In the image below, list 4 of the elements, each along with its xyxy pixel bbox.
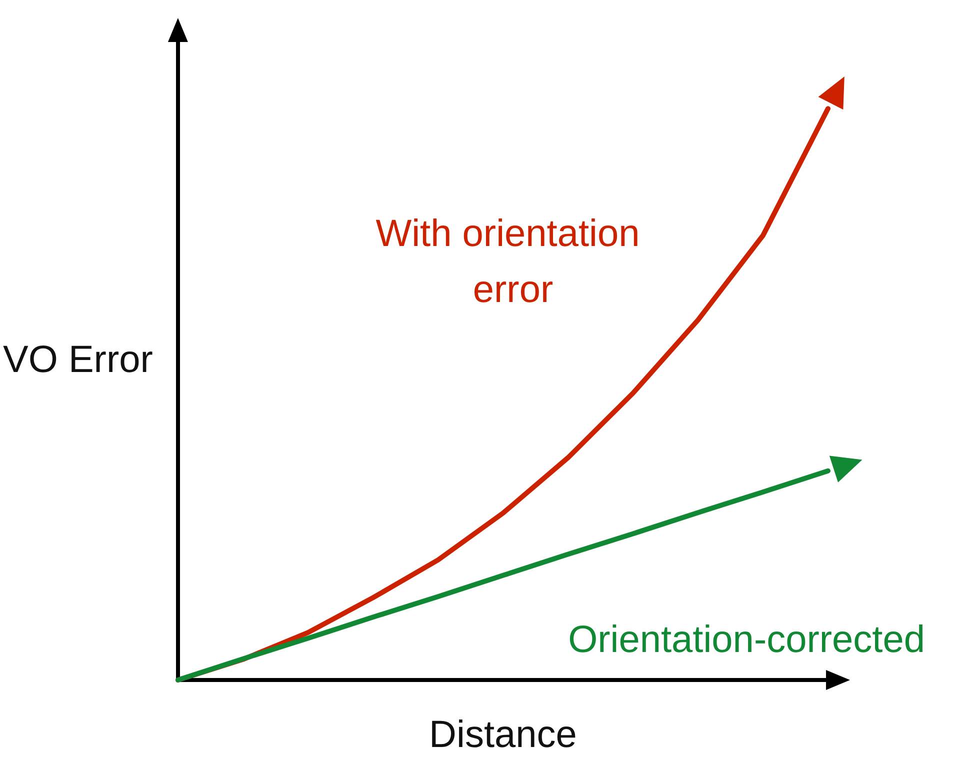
series-label: Orientation-corrected: [568, 619, 925, 661]
y-axis-title: VO Error: [3, 339, 154, 381]
series-label: With orientation error: [376, 213, 650, 311]
x-axis-title: Distance: [429, 714, 577, 756]
